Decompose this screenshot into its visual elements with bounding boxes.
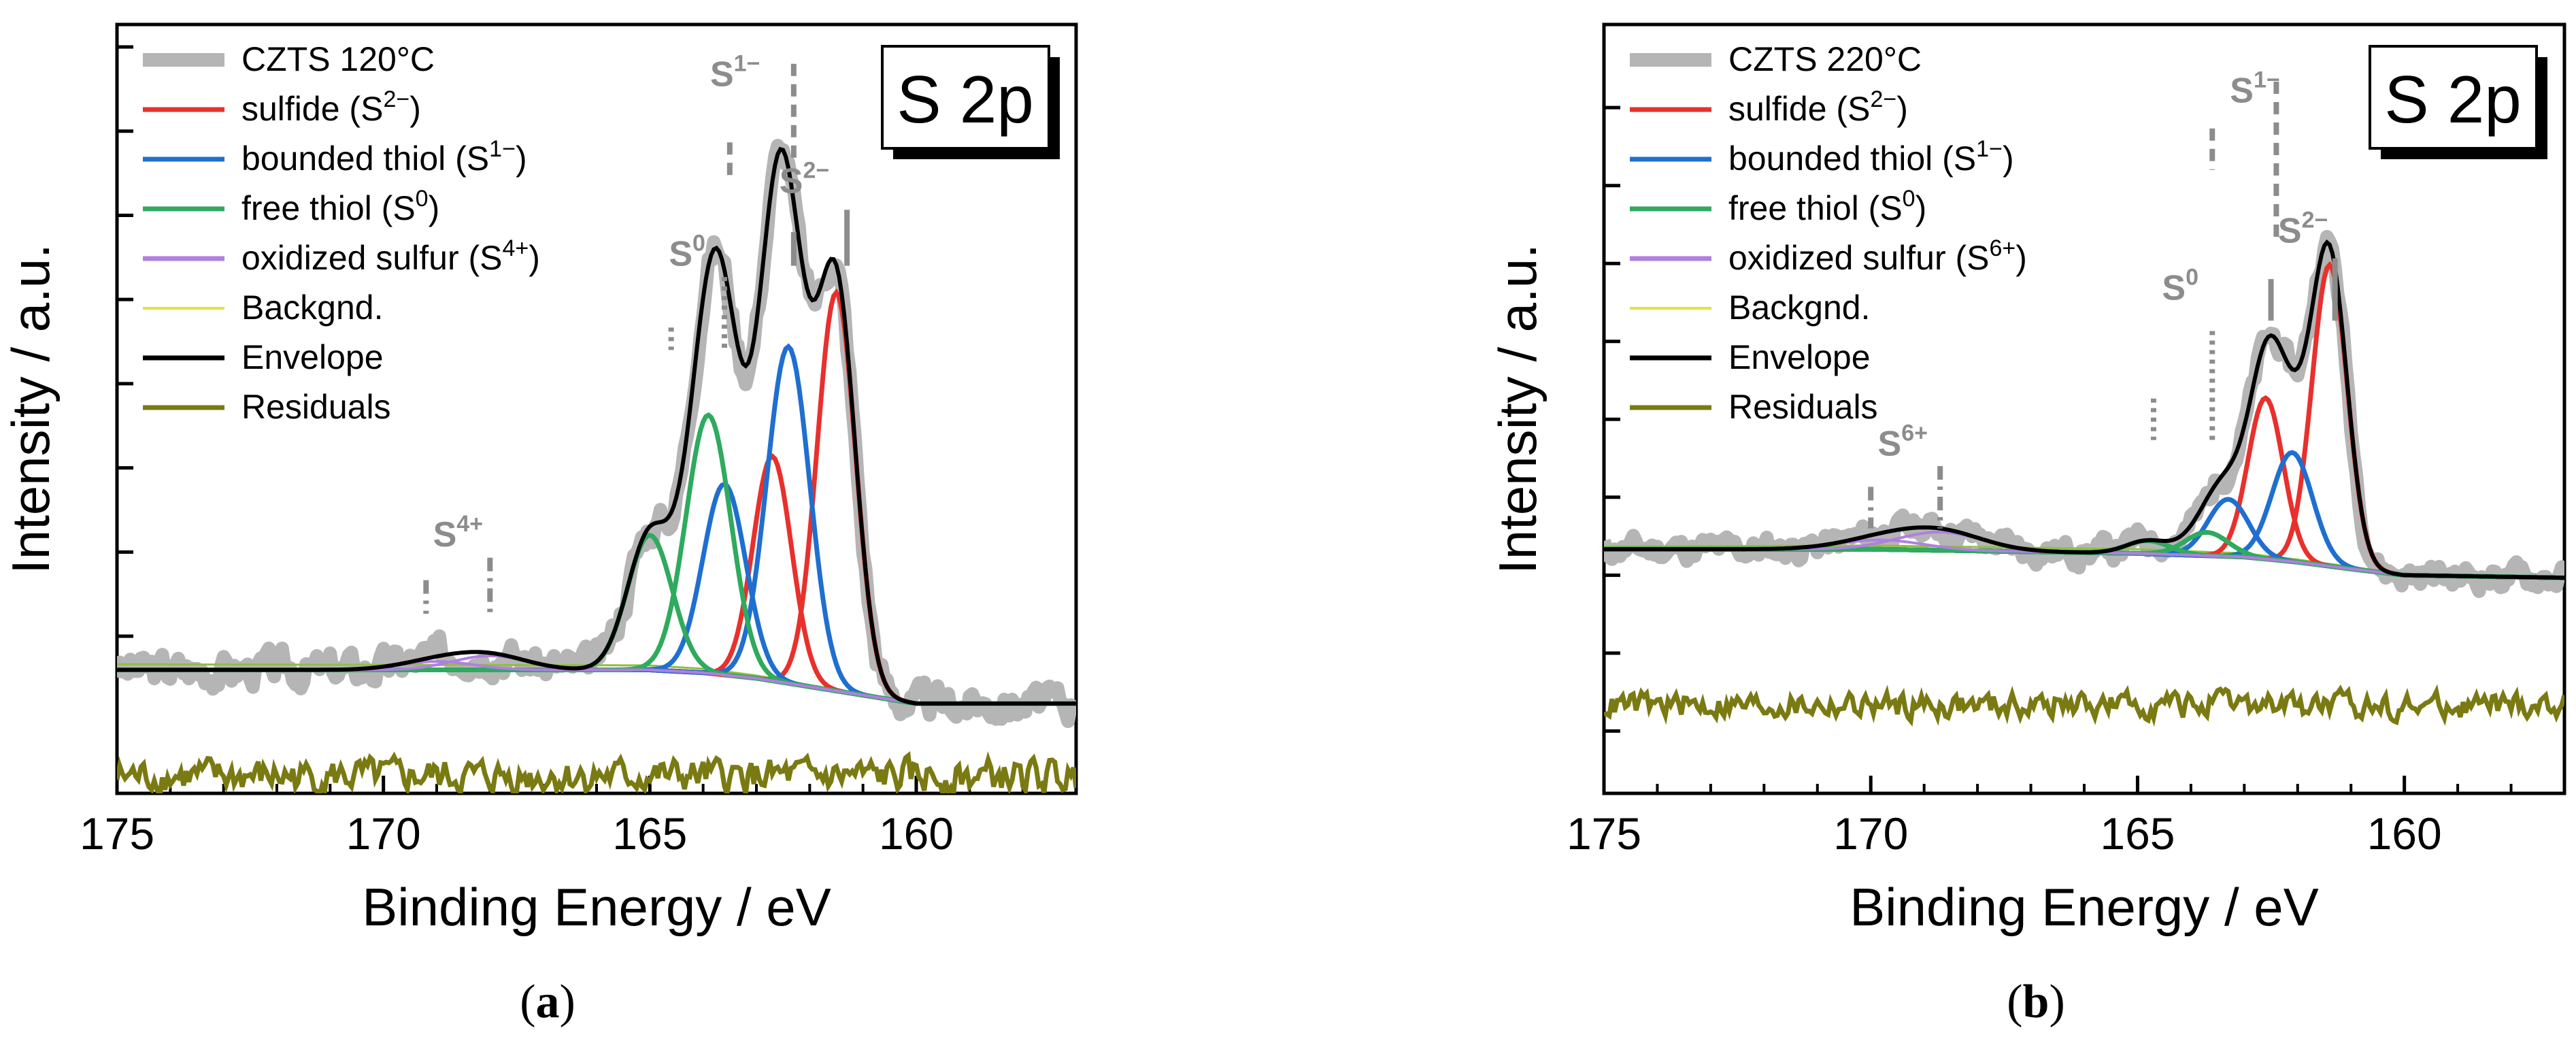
x-tick-label: 160 — [879, 808, 954, 859]
envelope-line — [117, 146, 1076, 706]
curves — [117, 139, 1076, 793]
residuals-line — [1604, 684, 2564, 727]
legend-label: Envelope — [241, 338, 384, 376]
legend-label: Envelope — [1728, 338, 1871, 376]
peak-marker-label: S2− — [2278, 208, 2328, 251]
peak-marker-label: S0 — [669, 231, 705, 274]
legend-label: free thiol (S0) — [241, 186, 439, 227]
spectrum-region-title: S 2p — [897, 62, 1034, 137]
peak-marker-label: S1− — [710, 51, 760, 95]
panel-caption: (b) — [2007, 976, 2065, 1028]
legend-label: oxidized sulfur (S4+) — [241, 235, 540, 277]
legend-label: CZTS 120°C — [241, 40, 435, 78]
raw-data-line — [117, 139, 1076, 728]
panel-a: 175 170 165 160 Binding Energy / eV Intensity… — [1, 22, 1078, 1028]
x-axis-title: Binding Energy / eV — [362, 877, 831, 937]
legend-label: sulfide (S2−) — [241, 86, 421, 128]
legend-label: free thiol (S0) — [1728, 186, 1926, 227]
legend-label: bounded thiol (S1−) — [241, 136, 527, 178]
legend-label: bounded thiol (S1−) — [1728, 136, 2014, 178]
peak-marker-label: S6+ — [1878, 420, 1928, 464]
legend-label: Residuals — [1728, 388, 1878, 426]
x-tick-label: 170 — [1833, 808, 1908, 859]
panel-b: 175 170 165 160 Binding Energy / eV Intensity… — [1488, 22, 2566, 1028]
legend-label: Backgnd. — [1728, 288, 1870, 327]
legend-label: Residuals — [241, 388, 391, 426]
peak-marker-label: S0 — [2162, 265, 2198, 308]
legend-label: Backgnd. — [241, 288, 383, 327]
x-tick-label: 165 — [612, 808, 687, 859]
peak-marker-label: S1− — [2230, 67, 2279, 111]
x-tick-label: 170 — [346, 808, 421, 859]
peak-marker-label: S2− — [780, 157, 829, 201]
legend-label: CZTS 220°C — [1728, 40, 1922, 78]
legend-label: oxidized sulfur (S6+) — [1728, 235, 2027, 277]
title-box — [881, 45, 1050, 150]
curves — [1604, 230, 2564, 727]
legend-label: sulfide (S2−) — [1728, 86, 1908, 128]
residuals-line — [117, 751, 1076, 793]
title-box — [2369, 45, 2538, 150]
x-tick-label: 175 — [80, 808, 154, 859]
x-axis-title: Binding Energy / eV — [1850, 877, 2318, 937]
spectrum-region-title: S 2p — [2384, 62, 2522, 137]
envelope-line — [1604, 239, 2564, 580]
panel-caption: (a) — [520, 976, 575, 1028]
x-tick-label: 160 — [2367, 808, 2442, 859]
y-axis-title: Intensity / a.u. — [1, 244, 61, 574]
x-tick-label: 165 — [2100, 808, 2175, 859]
x-tick-label: 175 — [1567, 808, 1641, 859]
peak-marker-label: S4+ — [433, 511, 483, 555]
y-axis-title: Intensity / a.u. — [1488, 244, 1548, 574]
